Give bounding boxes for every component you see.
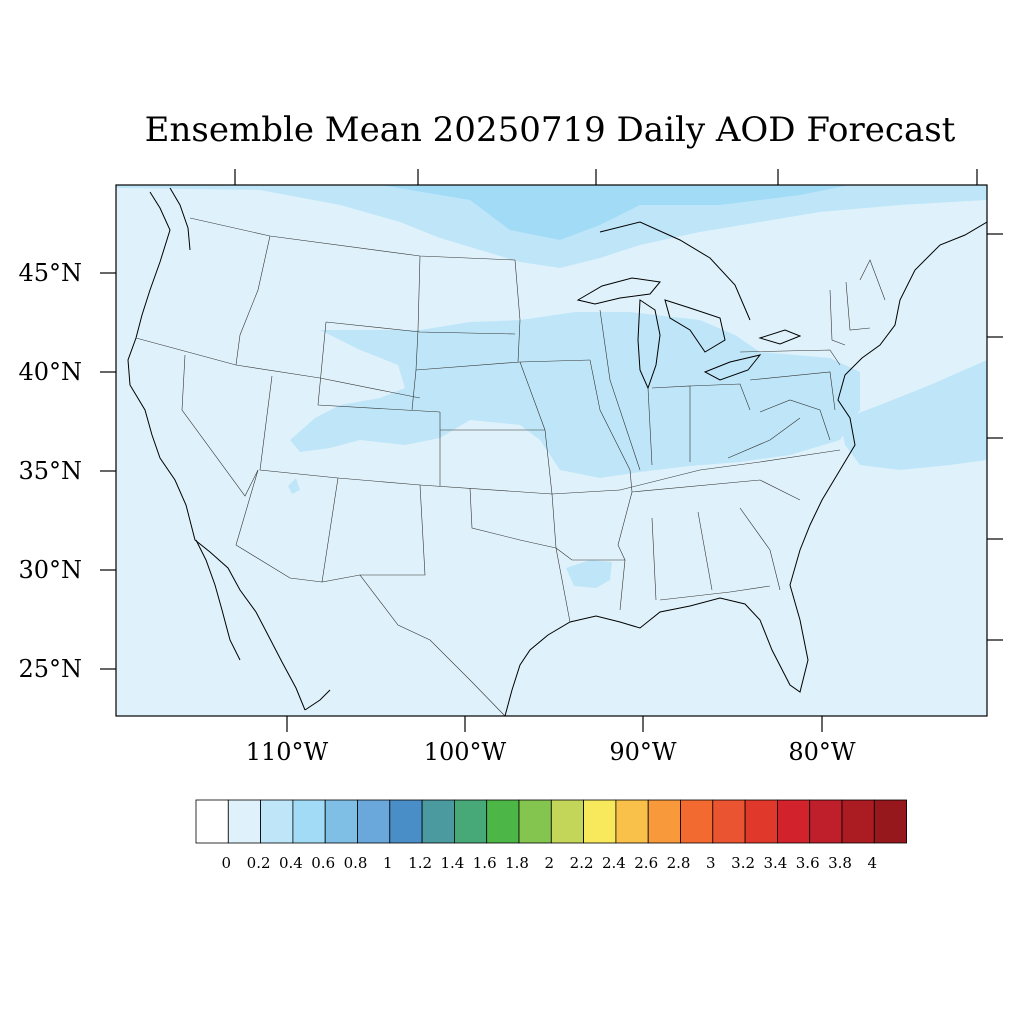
colorbar-swatch (421, 799, 455, 844)
colorbar-swatch (518, 799, 552, 844)
colorbar-swatch (841, 799, 875, 844)
colorbar-swatch (195, 799, 229, 844)
aod-plume-central (290, 312, 860, 478)
colorbar-tick-label: 3.2 (731, 854, 755, 872)
colorbar-swatch (389, 799, 423, 844)
colorbar-tick-label: 3.8 (828, 854, 852, 872)
colorbar-swatch (227, 799, 262, 844)
colorbar-tick-label: 3.4 (763, 854, 787, 872)
colorbar-tick-label: 2.8 (667, 854, 691, 872)
colorbar-tick-label: 0.4 (279, 854, 303, 872)
colorbar-swatch (324, 799, 358, 844)
longitude-labels: 110°W 100°W 90°W 80°W (246, 738, 856, 766)
aod-plume-south (566, 560, 612, 588)
lon-label-110w: 110°W (246, 738, 329, 766)
colorbar-swatch (680, 799, 714, 844)
colorbar-tick-label: 3 (706, 854, 716, 872)
colorbar-tick-label: 2.6 (634, 854, 658, 872)
colorbar-swatch (583, 799, 617, 844)
colorbar-swatch (550, 799, 584, 844)
colorbar-swatch (453, 799, 488, 844)
aod-field (116, 185, 987, 588)
colorbar-tick-label: 3.6 (796, 854, 820, 872)
colorbar-swatch (873, 799, 907, 844)
lat-label-45: 45°N (18, 259, 82, 287)
lat-label-40: 40°N (18, 358, 82, 386)
colorbar (195, 799, 907, 844)
lat-label-25: 25°N (18, 655, 82, 683)
colorbar-tick-label: 2 (545, 854, 555, 872)
lon-label-90w: 90°W (609, 738, 677, 766)
state-borders (135, 217, 886, 717)
colorbar-swatch (260, 799, 294, 844)
lon-label-80w: 80°W (788, 738, 856, 766)
colorbar-tick-label: 1 (383, 854, 393, 872)
great-lakes (576, 277, 802, 390)
colorbar-swatch (292, 799, 326, 844)
colorbar-tick-label: 0.8 (344, 854, 368, 872)
aod-plume-atlantic (840, 360, 987, 470)
colorbar-tick-label: 0.2 (247, 854, 271, 872)
colorbar-tick-label: 0 (222, 854, 232, 872)
colorbar-tick-label: 1.6 (473, 854, 497, 872)
map-frame (115, 184, 988, 717)
lon-label-100w: 100°W (424, 738, 507, 766)
colorbar-swatch (615, 799, 649, 844)
colorbar-labels: 0 0.2 0.4 0.6 0.8 1 1.2 1.4 1.6 1.8 2 2.2 2.4 2.6 2.8 3… (222, 854, 878, 872)
colorbar-tick-label: 1.8 (505, 854, 529, 872)
colorbar-tick-label: 1.4 (440, 854, 464, 872)
colorbar-swatch (809, 799, 843, 844)
latitude-labels: 45°N 40°N 35°N 30°N 25°N (18, 259, 82, 683)
colorbar-swatch (357, 799, 391, 844)
colorbar-tick-label: 2.4 (602, 854, 626, 872)
colorbar-tick-label: 4 (868, 854, 878, 872)
colorbar-swatch (647, 799, 681, 844)
colorbar-swatch (712, 799, 746, 844)
colorbar-tick-label: 2.2 (570, 854, 594, 872)
colorbar-swatch (486, 799, 520, 844)
aod-plume-north-core (380, 185, 850, 240)
lat-label-30: 30°N (18, 556, 82, 584)
colorbar-tick-label: 0.6 (311, 854, 335, 872)
lat-label-35: 35°N (18, 457, 82, 485)
coastlines (127, 187, 987, 716)
aod-plume-west (288, 478, 300, 494)
colorbar-swatch (777, 799, 811, 844)
colorbar-swatch (744, 799, 778, 844)
axis-ticks (100, 169, 1003, 732)
colorbar-tick-label: 1.2 (408, 854, 432, 872)
map-title: Ensemble Mean 20250719 Daily AOD Forecas… (144, 110, 956, 150)
